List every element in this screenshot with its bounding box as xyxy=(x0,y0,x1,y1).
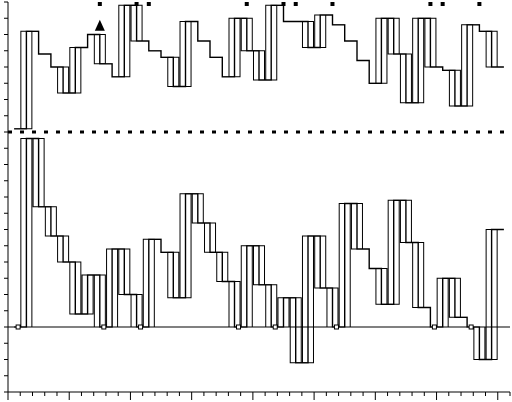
top-marker-0 xyxy=(97,2,102,6)
top-marker-5 xyxy=(293,2,298,6)
top-marker-2 xyxy=(146,2,151,6)
top-marker-8 xyxy=(440,2,445,6)
top-marker-9 xyxy=(477,2,482,6)
reference-lines-layer xyxy=(8,130,510,328)
axes-layer xyxy=(4,1,511,400)
baseline-point-0 xyxy=(15,324,21,330)
baseline-point-36 xyxy=(236,324,242,330)
baseline-point-52 xyxy=(333,324,339,330)
baseline-point-74 xyxy=(468,324,474,330)
baseline-point-42 xyxy=(272,324,278,330)
triangle-marker xyxy=(94,19,105,31)
series-layer xyxy=(14,4,504,364)
baseline-point-68 xyxy=(431,324,437,330)
baseline-point-14 xyxy=(101,324,107,330)
top-marker-3 xyxy=(244,2,249,6)
top-marker-4 xyxy=(281,2,286,6)
top-marker-1 xyxy=(134,2,139,6)
series-line-0 xyxy=(14,4,504,130)
series-line-1 xyxy=(14,137,504,364)
top-marker-7 xyxy=(428,2,433,6)
markers-layer xyxy=(94,2,482,31)
top-marker-6 xyxy=(330,2,335,6)
baseline-point-20 xyxy=(138,324,144,330)
